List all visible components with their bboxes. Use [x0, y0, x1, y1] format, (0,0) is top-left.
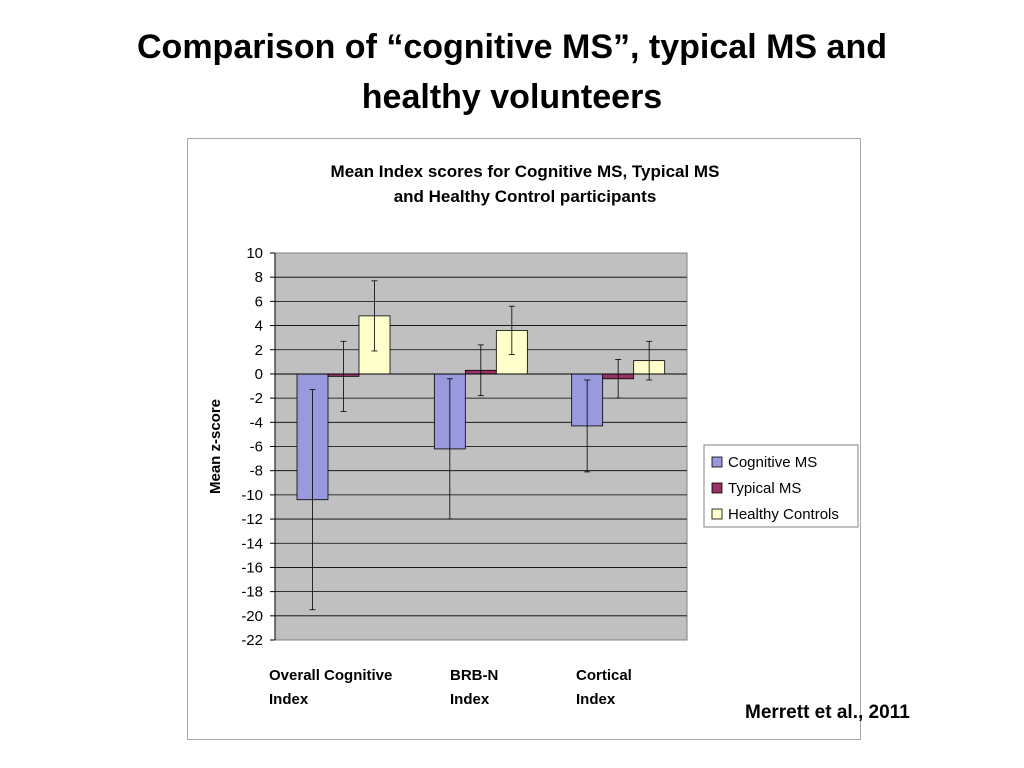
- y-tick-label: -16: [241, 559, 263, 576]
- x-category-label: BRB-N: [450, 667, 498, 684]
- chart-title-line: and Healthy Control participants: [394, 187, 657, 206]
- y-tick-label: 6: [255, 293, 263, 310]
- y-tick-label: -8: [250, 463, 263, 480]
- y-tick-label: 10: [246, 245, 263, 262]
- y-tick-label: 0: [255, 366, 263, 383]
- y-tick-label: -18: [241, 584, 263, 601]
- chart-frame: Mean Index scores for Cognitive MS, Typi…: [187, 138, 861, 740]
- legend-label: Healthy Controls: [728, 506, 839, 523]
- y-tick-label: -2: [250, 390, 263, 407]
- x-category-label: Cortical: [576, 667, 632, 684]
- legend-box: [703, 444, 859, 528]
- y-tick-label: 4: [255, 318, 263, 335]
- legend-swatch: [711, 482, 723, 494]
- y-tick-label: -6: [250, 439, 263, 456]
- y-tick-label: -22: [241, 632, 263, 649]
- y-tick-label: 2: [255, 342, 263, 359]
- slide-title-line2: healthy volunteers: [361, 78, 663, 116]
- x-category-label: Index: [576, 691, 616, 708]
- y-axis-label: Mean z-score: [207, 399, 224, 494]
- y-tick-label: -12: [241, 511, 263, 528]
- legend-swatch: [711, 456, 723, 468]
- y-tick-label: -10: [241, 487, 263, 504]
- y-tick-label: -14: [241, 535, 263, 552]
- legend-swatch: [711, 508, 723, 520]
- slide-title-line1: Comparison of “cognitive MS”, typical MS…: [137, 28, 887, 66]
- chart-title-line: Mean Index scores for Cognitive MS, Typi…: [331, 162, 720, 181]
- y-tick-label: -20: [241, 608, 263, 625]
- y-tick-label: 8: [255, 269, 263, 286]
- legend-label: Typical MS: [728, 480, 801, 497]
- y-tick-label: -4: [250, 414, 263, 431]
- x-category-label: Overall Cognitive: [269, 667, 392, 684]
- bar-chart: Mean Index scores for Cognitive MS, Typi…: [207, 162, 859, 708]
- x-category-label: Index: [269, 691, 309, 708]
- x-category-label: Index: [450, 691, 490, 708]
- citation: Merrett et al., 2011: [745, 702, 910, 723]
- legend-label: Cognitive MS: [728, 454, 817, 471]
- slide-title: Comparison of “cognitive MS”, typical MS…: [40, 22, 984, 122]
